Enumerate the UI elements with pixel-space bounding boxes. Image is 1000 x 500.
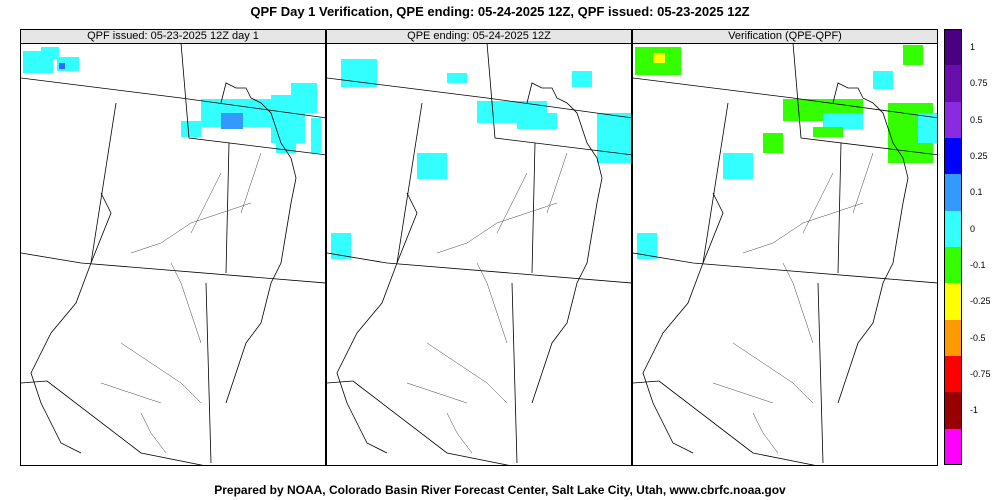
colorbar-label: -0.75 (970, 369, 991, 379)
colorbar-segment (944, 210, 962, 248)
colorbar-frame (944, 29, 962, 465)
colorbar-label: -0.5 (970, 332, 986, 343)
footer-credit: Prepared by NOAA, Colorado Basin River F… (214, 483, 786, 497)
colorbar-label: 0.25 (970, 151, 988, 161)
colorbar-segment (944, 65, 962, 103)
colorbar-label: -0.1 (970, 260, 986, 270)
colorbar (944, 29, 962, 466)
colorbar-segment (944, 247, 962, 284)
panel-title: QPF issued: 05-23-2025 12Z day 1 (21, 30, 325, 44)
colorbar-label: -1 (970, 405, 979, 416)
panel-qpe: QPE ending: 05-24-2025 12Z (326, 29, 632, 466)
colorbar-segment (944, 392, 962, 430)
map-qpf (21, 43, 325, 465)
map-verification (633, 43, 937, 465)
colorbar-label: 0 (970, 223, 976, 234)
colorbar-segment (944, 138, 962, 175)
colorbar-segment (944, 356, 962, 393)
colorbar-segment (944, 29, 962, 66)
colorbar-segment (944, 101, 962, 139)
colorbar-label: 0.1 (970, 187, 983, 198)
colorbar-label: 0.5 (970, 114, 983, 125)
page-title: QPF Day 1 Verification, QPE ending: 05-2… (250, 4, 750, 19)
colorbar-label: 0.75 (970, 78, 988, 89)
panel-verification: Verification (QPE-QPF) (632, 29, 938, 466)
colorbar-label: -0.25 (970, 296, 991, 307)
colorbar-label: 1 (970, 42, 976, 52)
panel-title: Verification (QPE-QPF) (633, 30, 937, 44)
map-qpe (327, 43, 631, 465)
colorbar-segment (944, 283, 962, 321)
colorbar-segment (944, 428, 962, 466)
panel-title: QPE ending: 05-24-2025 12Z (327, 30, 631, 44)
colorbar-segment (944, 174, 962, 212)
panel-qpf: QPF issued: 05-23-2025 12Z day 1 (20, 29, 326, 466)
colorbar-segment (944, 319, 962, 357)
